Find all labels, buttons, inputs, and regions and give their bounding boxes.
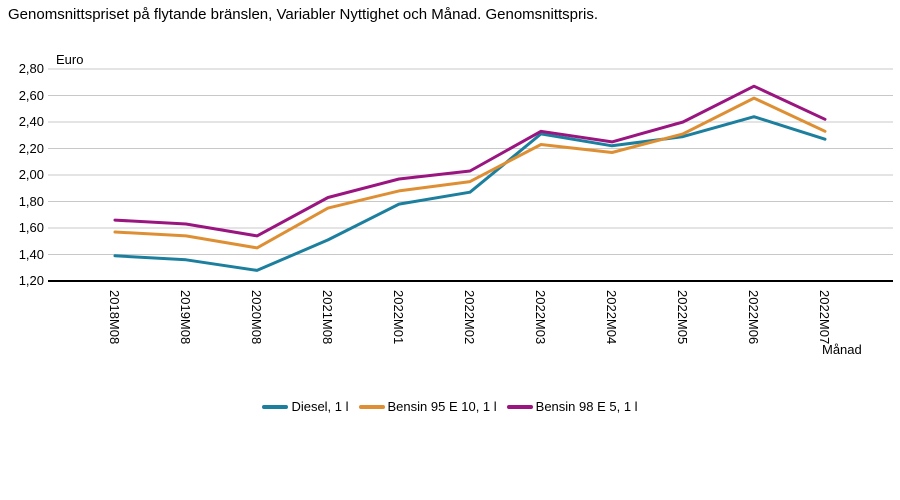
legend-label: Bensin 98 E 5, 1 l xyxy=(535,399,638,414)
x-tick-label: 2020M08 xyxy=(249,290,264,345)
x-tick-label: 2022M02 xyxy=(462,290,477,345)
legend-label: Bensin 95 E 10, 1 l xyxy=(387,399,497,414)
y-tick-label: 2,40 xyxy=(18,114,44,129)
y-axis-unit-label: Euro xyxy=(56,52,84,67)
chart-title: Genomsnittspriset på flytande bränslen, … xyxy=(8,6,599,23)
legend-item: Diesel, 1 l xyxy=(262,399,349,414)
y-tick-label: 2,20 xyxy=(18,140,44,156)
y-tick-label: 1,40 xyxy=(18,246,44,262)
legend-swatch xyxy=(506,404,533,409)
x-tick-label: 2022M01 xyxy=(391,290,406,345)
legend-swatch xyxy=(262,404,289,409)
x-tick-label: 2018M08 xyxy=(107,290,122,345)
legend-item: Bensin 95 E 10, 1 l xyxy=(358,399,497,414)
legend: Diesel, 1 l Bensin 95 E 10, 1 l Bensin 98 … xyxy=(0,399,900,414)
series-line-diesel-1-l xyxy=(113,115,827,272)
series-line-bensin-95-e-10-1-l xyxy=(113,96,827,250)
y-tick-label: 2,80 xyxy=(18,61,44,76)
legend-label: Diesel, 1 l xyxy=(291,399,349,414)
y-tick-label: 1,80 xyxy=(18,193,44,209)
x-tick-label: 2021M08 xyxy=(320,290,335,345)
y-tick-label: 1,60 xyxy=(18,220,44,235)
x-axis-title: Månad xyxy=(822,342,862,357)
x-tick-label: 2022M05 xyxy=(675,290,690,345)
y-tick-label: 1,20 xyxy=(18,273,44,288)
x-tick-label: 2022M06 xyxy=(746,290,761,345)
y-tick-label: 2,00 xyxy=(18,167,44,182)
legend-item: Bensin 98 E 5, 1 l xyxy=(506,399,638,414)
x-tick-label: 2022M03 xyxy=(533,290,548,345)
x-tick-label: 2022M07 xyxy=(817,290,832,345)
y-tick-label: 2,60 xyxy=(18,87,44,103)
x-tick-label: 2022M04 xyxy=(604,290,619,345)
legend-swatch xyxy=(358,404,385,409)
series-line-bensin-98-e-5-1-l xyxy=(113,84,827,238)
x-tick-label: 2019M08 xyxy=(178,290,193,345)
